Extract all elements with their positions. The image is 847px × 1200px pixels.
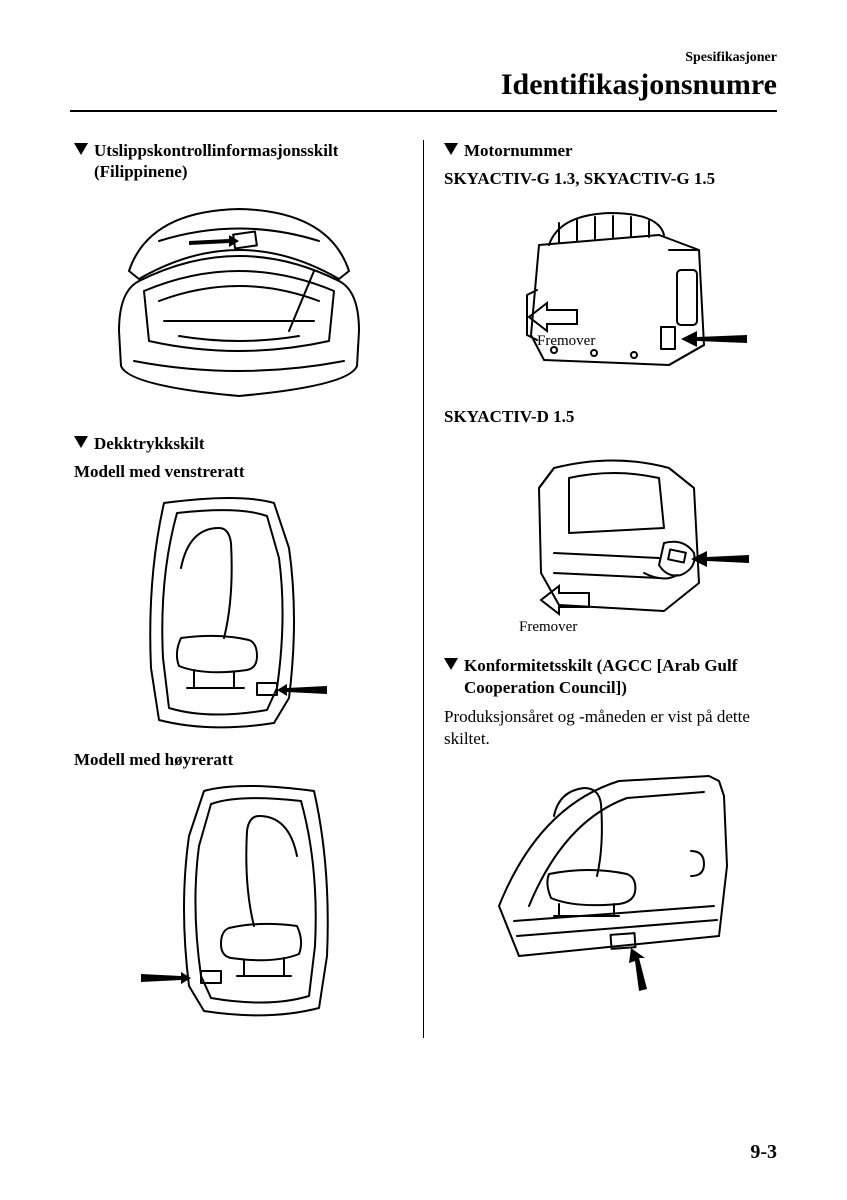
tire-title-text: Dekktrykkskilt (94, 433, 205, 454)
engine-g-subheading: SKYACTIV-G 1.3, SKYACTIV-G 1.5 (440, 169, 777, 189)
engine-title-text: Motornummer (464, 140, 573, 161)
engine-g-illustration: Fremover (440, 195, 777, 395)
conformity-section-title: Konformitetsskilt (AGCC [Arab Gulf Coope… (440, 655, 777, 698)
triangle-down-icon (444, 658, 458, 670)
right-column: Motornummer SKYACTIV-G 1.3, SKYACTIV-G 1… (440, 140, 777, 1038)
conformity-illustration (440, 756, 777, 996)
emission-section-title: Utslippskontrollinformasjonsskilt (Filip… (70, 140, 407, 183)
left-column: Utslippskontrollinformasjonsskilt (Filip… (70, 140, 407, 1038)
triangle-down-icon (444, 143, 458, 155)
tire-section-title: Dekktrykkskilt (70, 433, 407, 454)
engine-d-subheading: SKYACTIV-D 1.5 (440, 407, 777, 427)
forward-label-g: Fremover (537, 333, 595, 349)
content-columns: Utslippskontrollinformasjonsskilt (Filip… (70, 140, 777, 1038)
forward-label-d: Fremover (519, 619, 577, 635)
header-title: Identifikasjonsnumre (70, 68, 777, 102)
page-number: 9-3 (750, 1141, 777, 1164)
conformity-body-text: Produksjonsåret og -måneden er vist på d… (440, 706, 777, 750)
header-category: Spesifikasjoner (70, 50, 777, 66)
tire-left-illustration (70, 488, 407, 738)
left-hand-subheading: Modell med venstreratt (70, 462, 407, 482)
header-rule (70, 110, 777, 112)
engine-d-illustration: Fremover (440, 433, 777, 643)
triangle-down-icon (74, 143, 88, 155)
engine-section-title: Motornummer (440, 140, 777, 161)
tire-right-illustration (70, 776, 407, 1026)
right-hand-subheading: Modell med høyreratt (70, 750, 407, 770)
emission-illustration (70, 191, 407, 421)
page-header: Spesifikasjoner Identifikasjonsnumre (70, 50, 777, 102)
triangle-down-icon (74, 436, 88, 448)
conformity-title-text: Konformitetsskilt (AGCC [Arab Gulf Coope… (464, 655, 777, 698)
emission-title-text: Utslippskontrollinformasjonsskilt (Filip… (94, 140, 407, 183)
column-divider (423, 140, 424, 1038)
